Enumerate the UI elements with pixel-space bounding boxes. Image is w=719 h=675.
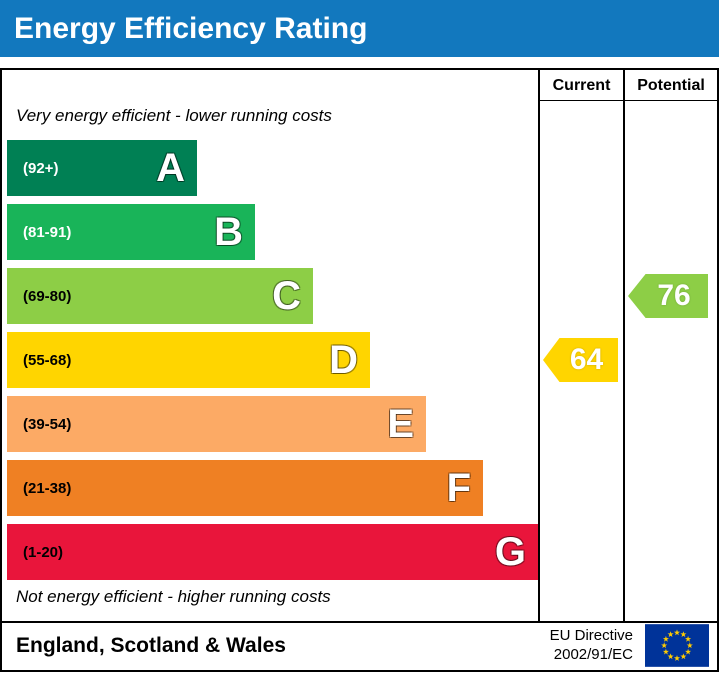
- eu-directive-line2: 2002/91/EC: [553, 645, 633, 663]
- band-letter: A: [156, 146, 185, 190]
- band-range-label: (92+): [23, 159, 59, 177]
- rating-chart-body: Very energy efficient - lower running co…: [2, 70, 717, 621]
- bands-list: (92+) A (81-91) B (69-80) C: [2, 140, 538, 588]
- band-letter: D: [329, 338, 358, 382]
- current-rating-pointer: 64: [543, 338, 618, 382]
- page-title: Energy Efficiency Rating: [0, 0, 719, 57]
- band-letter: C: [272, 274, 301, 318]
- band-bar-g: (1-20) G: [7, 524, 538, 580]
- band-row-a: (92+) A: [2, 140, 538, 196]
- band-bar-b: (81-91) B: [7, 204, 255, 260]
- band-bar-f: (21-38) F: [7, 460, 483, 516]
- footer: England, Scotland & Wales EU Directive 2…: [2, 621, 717, 668]
- band-range-label: (1-20): [23, 543, 64, 561]
- potential-rating-pointer: 76: [628, 274, 708, 318]
- eu-flag-icon: [645, 624, 709, 667]
- page-title-text: Energy Efficiency Rating: [14, 11, 368, 45]
- rating-chart: Very energy efficient - lower running co…: [0, 68, 719, 672]
- band-letter: B: [214, 210, 243, 254]
- bands-column: Very energy efficient - lower running co…: [2, 70, 540, 621]
- potential-column: Potential 76: [625, 70, 717, 621]
- band-range-label: (39-54): [23, 415, 72, 433]
- current-column-header: Current: [540, 70, 623, 101]
- top-note: Very energy efficient - lower running co…: [16, 106, 332, 125]
- potential-rating-value: 76: [657, 279, 691, 312]
- band-bar-a: (92+) A: [7, 140, 197, 196]
- band-bar-e: (39-54) E: [7, 396, 426, 452]
- band-range-label: (55-68): [23, 351, 72, 369]
- band-row-d: (55-68) D: [2, 332, 538, 388]
- band-letter: E: [387, 402, 414, 446]
- eu-directive-label: EU Directive 2002/91/EC: [550, 627, 633, 665]
- band-bar-d: (55-68) D: [7, 332, 370, 388]
- potential-column-header: Potential: [625, 70, 717, 101]
- band-range-label: (69-80): [23, 287, 72, 305]
- current-rating-value: 64: [569, 343, 604, 376]
- bottom-note: Not energy efficient - higher running co…: [16, 587, 331, 606]
- band-row-b: (81-91) B: [2, 204, 538, 260]
- band-row-c: (69-80) C: [2, 268, 538, 324]
- eu-directive-line1: EU Directive: [549, 626, 633, 644]
- region-label: England, Scotland & Wales: [16, 633, 286, 657]
- band-letter: G: [494, 530, 526, 574]
- band-bar-c: (69-80) C: [7, 268, 313, 324]
- band-row-f: (21-38) F: [2, 460, 538, 516]
- band-range-label: (81-91): [23, 223, 72, 241]
- band-row-g: (1-20) G: [2, 524, 538, 580]
- band-row-e: (39-54) E: [2, 396, 538, 452]
- current-column: Current 64: [540, 70, 625, 621]
- band-range-label: (21-38): [23, 479, 72, 497]
- band-letter: F: [446, 466, 471, 510]
